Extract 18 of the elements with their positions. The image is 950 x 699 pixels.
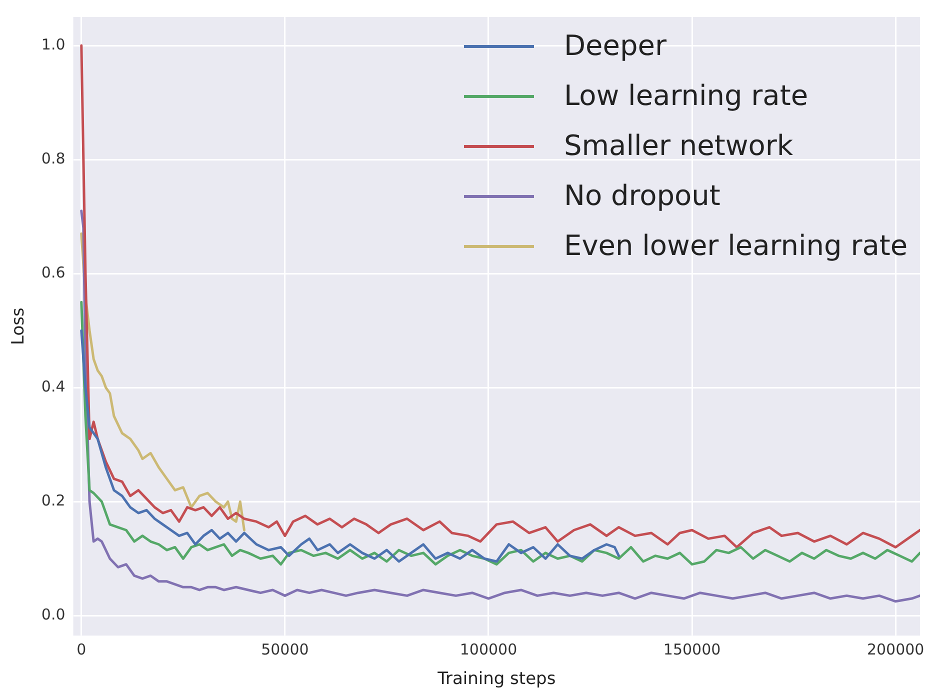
x-tick-label: 150000 [663,640,721,658]
legend-label: Smaller network [564,128,794,164]
y-tick-label: 0.4 [41,377,66,396]
y-tick-label: 0.2 [41,492,66,510]
x-axis-title: Training steps [436,669,556,690]
y-tick-label: 0.6 [41,263,66,282]
legend-label: Deeper [564,28,667,64]
legend-label: Even lower learning rate [564,228,908,264]
x-tick-label: 100000 [460,640,518,658]
legend-label: Low learning rate [564,78,808,114]
y-tick-label: 0.8 [41,149,66,168]
x-tick-label: 0 [76,640,86,658]
y-tick-label: 0.0 [41,606,66,624]
x-tick-label: 50000 [261,640,309,658]
x-tick-label: 200000 [866,640,924,658]
y-axis-title: Loss [8,308,29,345]
y-tick-label: 1.0 [41,35,66,54]
legend-label: No dropout [564,178,720,214]
